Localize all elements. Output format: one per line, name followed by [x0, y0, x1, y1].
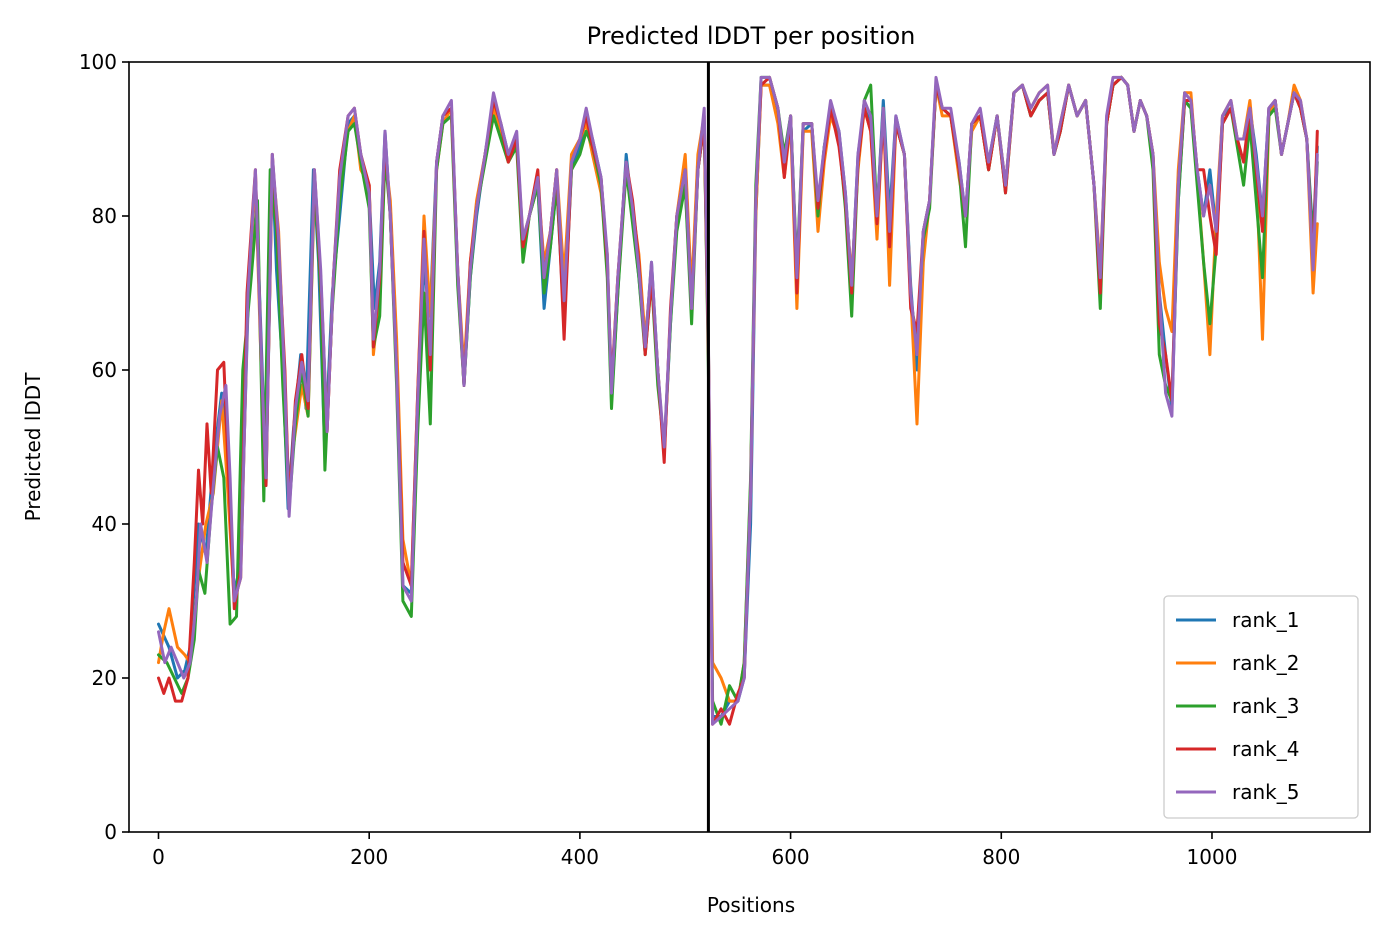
- x-tick-label: 800: [982, 845, 1020, 869]
- x-tick-label: 0: [152, 845, 165, 869]
- series-line-rank-5: [157, 75, 1319, 726]
- x-axis-label: Positions: [707, 893, 795, 917]
- legend-label: rank_4: [1232, 737, 1299, 761]
- x-axis: 0 200 400 600 800 1000: [152, 832, 1237, 869]
- y-tick-label: 40: [92, 512, 117, 536]
- y-tick-label: 0: [104, 820, 117, 844]
- legend-label: rank_2: [1232, 651, 1299, 675]
- legend-label: rank_5: [1232, 780, 1299, 804]
- x-tick-label: 400: [561, 845, 599, 869]
- x-tick-label: 600: [771, 845, 809, 869]
- y-tick-label: 100: [79, 50, 117, 74]
- x-tick-label: 200: [350, 845, 388, 869]
- legend-label: rank_3: [1232, 694, 1299, 718]
- y-axis-label: Predicted lDDT: [21, 372, 45, 522]
- y-tick-label: 80: [92, 204, 117, 228]
- legend-label: rank_1: [1232, 608, 1299, 632]
- legend: rank_1 rank_2 rank_3 rank_4 rank_5: [1163, 595, 1359, 819]
- y-tick-label: 20: [92, 666, 117, 690]
- plot-frame: [128, 61, 1371, 833]
- y-axis: 0 20 40 60 80 100: [79, 50, 129, 844]
- legend-box: [1163, 595, 1359, 819]
- chart-title: Predicted lDDT per position: [587, 22, 916, 50]
- series-layer: [157, 75, 1319, 726]
- x-tick-label: 1000: [1187, 845, 1238, 869]
- y-tick-label: 60: [92, 358, 117, 382]
